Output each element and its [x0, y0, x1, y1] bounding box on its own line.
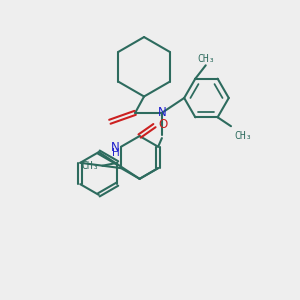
- Text: CH₃: CH₃: [81, 161, 99, 171]
- Text: O: O: [158, 118, 167, 130]
- Text: H: H: [112, 148, 120, 158]
- Text: CH₃: CH₃: [234, 131, 252, 141]
- Text: N: N: [111, 141, 120, 154]
- Text: N: N: [158, 106, 166, 119]
- Text: CH₃: CH₃: [197, 54, 214, 64]
